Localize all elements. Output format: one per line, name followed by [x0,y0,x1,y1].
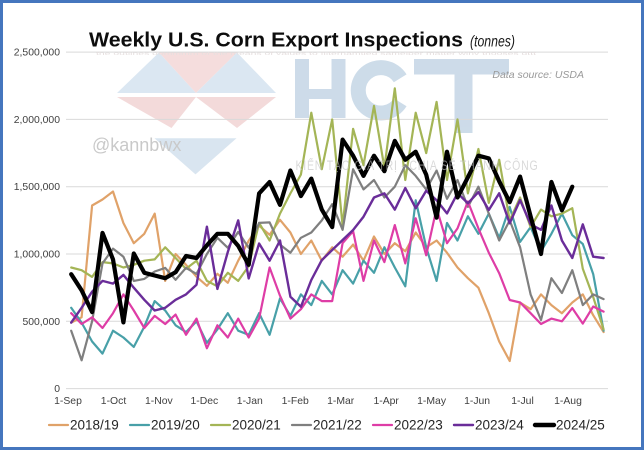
svg-text:1-Jun: 1-Jun [464,396,490,407]
svg-text:2019/20: 2019/20 [151,418,200,433]
svg-text:2,500,000: 2,500,000 [14,48,60,59]
svg-text:1-Nov: 1-Nov [145,396,174,407]
svg-text:Weekly U.S. Corn Export Inspec: Weekly U.S. Corn Export Inspections [89,29,463,51]
svg-text:1-May: 1-May [417,396,447,407]
svg-text:1-Jan: 1-Jan [237,396,263,407]
svg-text:@kannbwx: @kannbwx [92,135,181,155]
svg-text:2020/21: 2020/21 [232,418,281,433]
svg-text:2023/24: 2023/24 [475,418,524,433]
svg-text:2,000,000: 2,000,000 [14,115,60,126]
svg-text:1,500,000: 1,500,000 [14,182,60,193]
svg-text:the outlines dommmm of the mea: the outlines dommmm of the means of valu… [96,51,538,56]
svg-text:1-Feb: 1-Feb [282,396,309,407]
svg-text:1-Oct: 1-Oct [101,396,127,407]
svg-text:2022/23: 2022/23 [394,418,443,433]
svg-text:1-Mar: 1-Mar [327,396,355,407]
svg-text:1-Apr: 1-Apr [373,396,399,407]
svg-text:1-Dec: 1-Dec [191,396,219,407]
svg-text:0: 0 [54,384,60,395]
svg-text:1-Jul: 1-Jul [511,396,534,407]
svg-text:500,000: 500,000 [22,317,60,328]
svg-text:1,000,000: 1,000,000 [14,250,60,261]
svg-text:2021/22: 2021/22 [313,418,362,433]
svg-text:1-Sep: 1-Sep [54,396,82,407]
svg-text:1-Aug: 1-Aug [554,396,582,407]
svg-text:Data source: USDA: Data source: USDA [492,69,584,81]
svg-text:2018/19: 2018/19 [70,418,119,433]
svg-text:2024/25: 2024/25 [556,418,605,433]
svg-text:(tonnes): (tonnes) [470,34,515,51]
svg-text:KIẾN TẠO GIÁ TRỊ - CHIA SẺ THÀ: KIẾN TẠO GIÁ TRỊ - CHIA SẺ THÀNH CÔNG [296,158,539,173]
